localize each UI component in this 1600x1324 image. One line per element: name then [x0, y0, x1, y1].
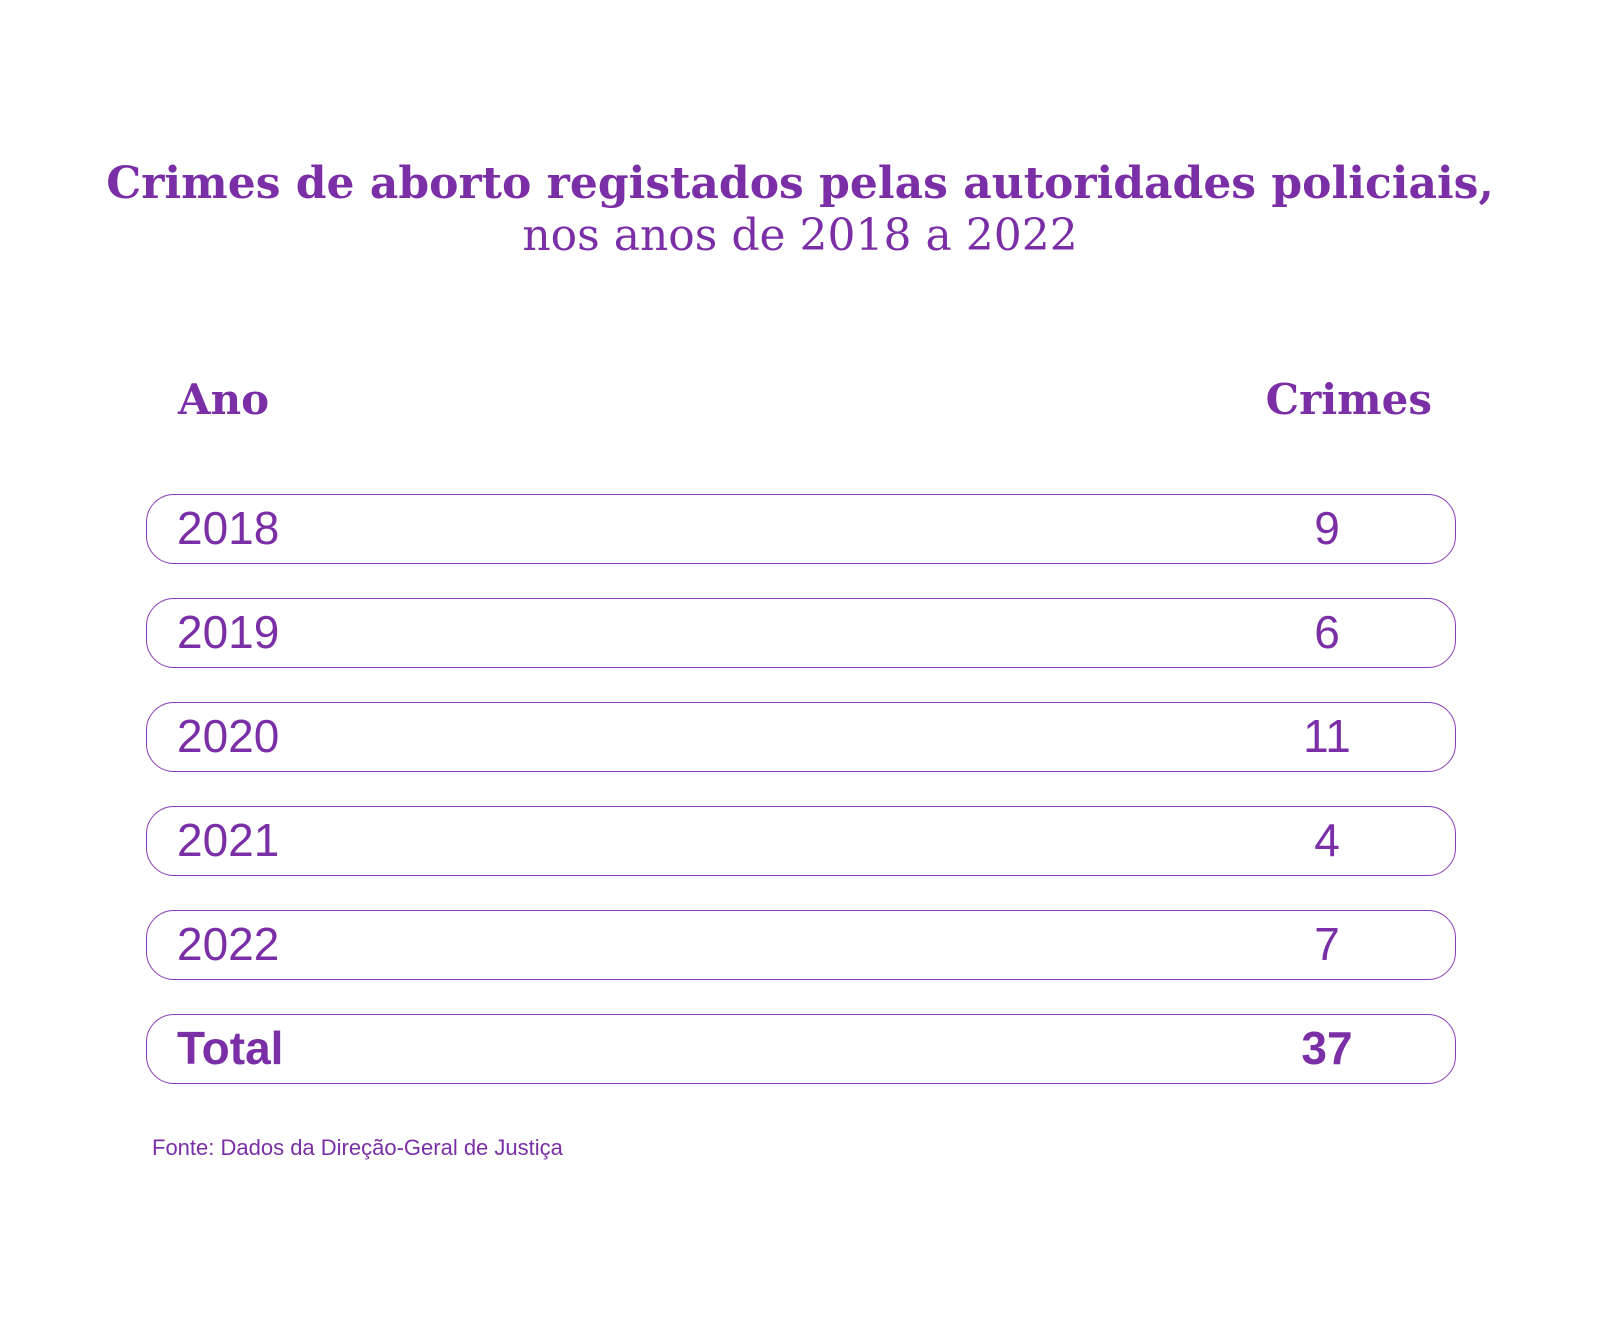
- table-row: 2022 7: [146, 910, 1456, 980]
- table-row-total: Total 37: [146, 1014, 1456, 1084]
- row-year: 2020: [177, 710, 280, 762]
- row-year: 2018: [177, 502, 280, 554]
- row-value: 11: [1303, 710, 1351, 762]
- chart-title-line-2: nos anos de 2018 a 2022: [522, 210, 1078, 261]
- row-year: 2021: [177, 814, 280, 866]
- column-header-year: Ano: [178, 375, 270, 424]
- row-value: 9: [1314, 502, 1340, 554]
- chart-title: Crimes de aborto registados pelas autori…: [0, 158, 1600, 262]
- column-header-crimes: Crimes: [1265, 375, 1432, 424]
- total-label: Total: [177, 1022, 284, 1074]
- row-value: 6: [1314, 606, 1340, 658]
- table-row: 2018 9: [146, 494, 1456, 564]
- table-row: 2019 6: [146, 598, 1456, 668]
- row-year: 2022: [177, 918, 280, 970]
- row-value: 4: [1314, 814, 1340, 866]
- source-note: Fonte: Dados da Direção-Geral de Justiça: [152, 1135, 563, 1160]
- total-value: 37: [1301, 1022, 1353, 1074]
- row-value: 7: [1314, 918, 1340, 970]
- table-body: 2018 9 2019 6 2020 11 2021 4 2022 7 Tota…: [146, 494, 1456, 1118]
- row-year: 2019: [177, 606, 280, 658]
- table-row: 2021 4: [146, 806, 1456, 876]
- table-row: 2020 11: [146, 702, 1456, 772]
- chart-title-line-1: Crimes de aborto registados pelas autori…: [106, 158, 1494, 209]
